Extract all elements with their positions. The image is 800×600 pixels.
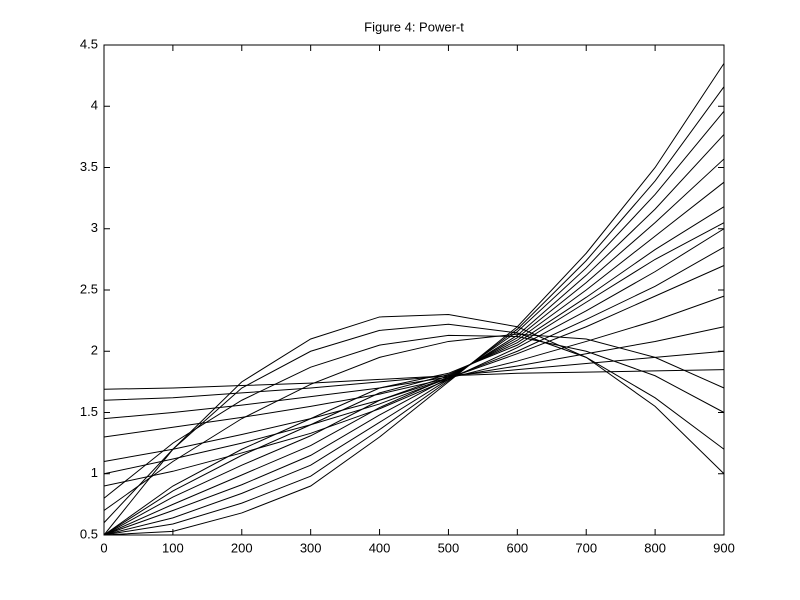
x-tick-label: 500 [438,540,460,555]
line-series [103,350,725,401]
x-tick-label: 800 [644,540,666,555]
chart-title: Figure 4: Power-t [364,19,464,34]
y-tick-label: 3 [91,220,98,235]
x-tick-label: 0 [100,540,107,555]
plot-frame [103,44,725,536]
line-series [103,110,725,536]
line-series [103,333,725,511]
x-tick-label: 100 [162,540,184,555]
y-tick-label: 2.5 [80,281,98,296]
y-tick-label: 2 [91,343,98,358]
y-tick-label: 4.5 [80,36,98,51]
line-series [103,228,725,487]
line-series [103,63,725,536]
line-series [103,86,725,536]
x-tick-label: 200 [231,540,253,555]
y-tick-label: 1.5 [80,404,98,419]
x-tick-label: 400 [369,540,391,555]
x-tick-label: 700 [575,540,597,555]
x-tick-label: 900 [713,540,735,555]
line-series [103,222,725,536]
line-series [103,265,725,462]
line-series [103,326,725,420]
line-series [103,134,725,536]
line-series [103,158,725,536]
x-tick-label: 300 [300,540,322,555]
line-series [103,246,725,475]
line-series [103,334,725,499]
line-series [103,369,725,390]
x-tick-label: 600 [506,540,528,555]
y-tick-label: 3.5 [80,159,98,174]
line-series [103,181,725,536]
line-series [103,323,725,524]
y-tick-label: 4 [91,98,98,113]
line-series [103,206,725,536]
line-series [103,313,725,536]
y-tick-label: 0.5 [80,526,98,541]
line-series [103,295,725,438]
y-tick-label: 1 [91,465,98,480]
